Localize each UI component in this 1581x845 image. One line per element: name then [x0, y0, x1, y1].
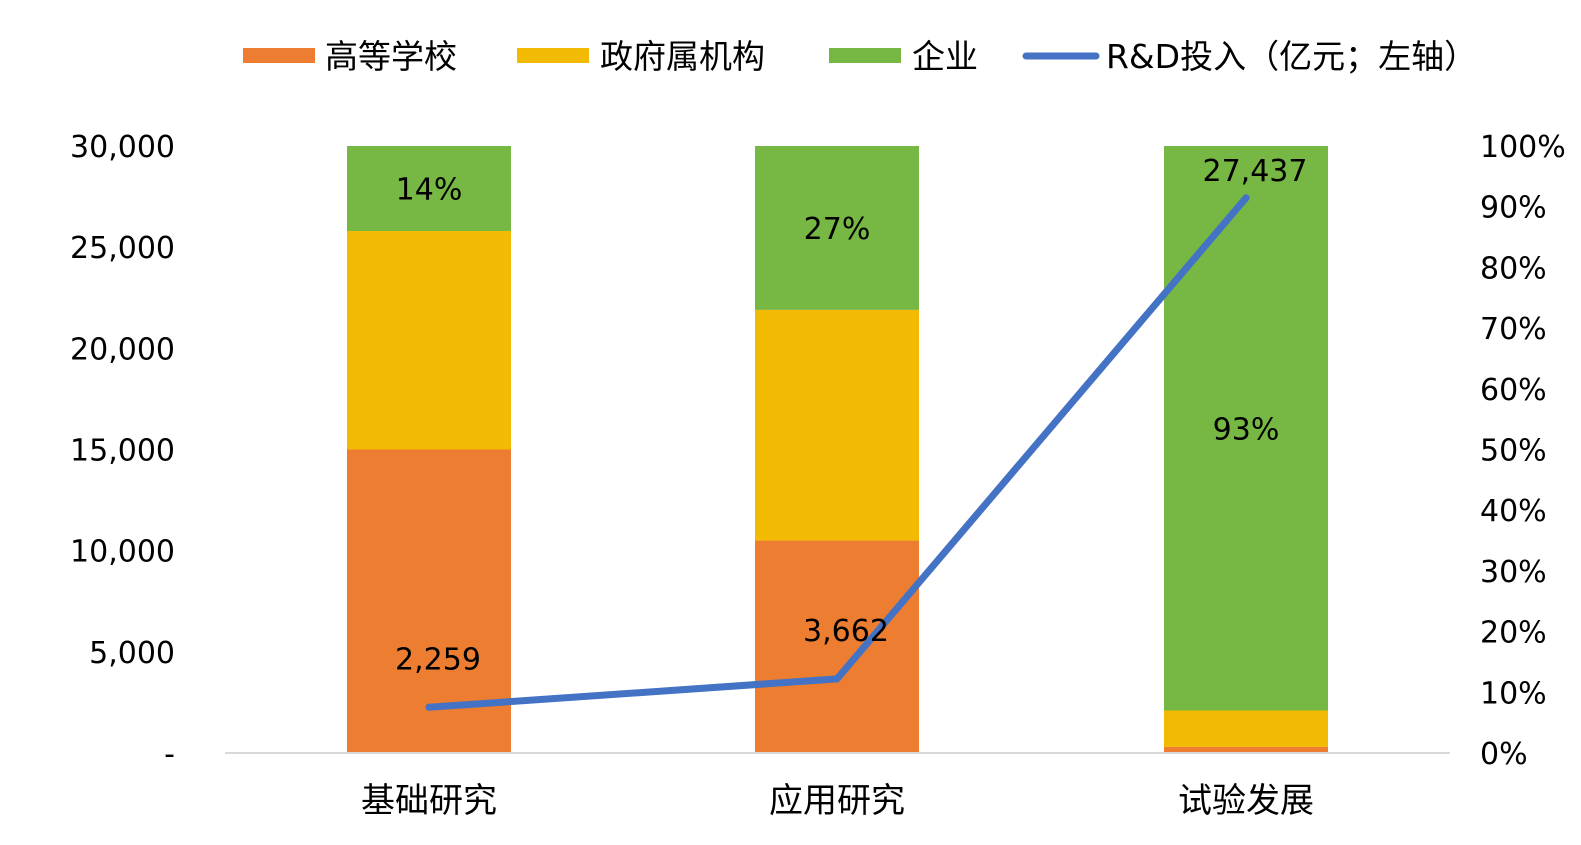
- legend-swatch-1: [243, 48, 315, 63]
- bar-segment-3-3: [1164, 146, 1328, 711]
- legend-swatch-2: [517, 48, 589, 63]
- legend-swatch-3: [829, 48, 901, 63]
- legend-label: 高等学校: [325, 37, 457, 76]
- x-axis-category-label: 应用研究: [769, 781, 905, 821]
- right-axis-tick-label: 80%: [1480, 251, 1547, 286]
- left-axis-tick-label: 10,000: [70, 535, 175, 570]
- right-axis-tick-label: 70%: [1480, 312, 1547, 347]
- right-axis-tick-label: 60%: [1480, 373, 1547, 408]
- rd-investment-point-1: [425, 703, 433, 711]
- right-axis-tick-label: 10%: [1480, 676, 1547, 711]
- bar-segment-2-1: [347, 230, 511, 450]
- rd-investment-point-3: [1242, 194, 1250, 202]
- left-axis-tick-label: 5,000: [89, 636, 175, 671]
- right-axis-tick-label: 50%: [1480, 434, 1547, 469]
- right-axis-tick-label: 30%: [1480, 555, 1547, 590]
- left-axis-tick-label: 30,000: [70, 130, 175, 165]
- bar-data-label: 27%: [804, 212, 871, 247]
- line-data-label: 27,437: [1203, 154, 1308, 189]
- left-axis-tick-label: 15,000: [70, 434, 175, 469]
- right-axis-tick-label: 100%: [1480, 130, 1566, 165]
- right-axis-tick-label: 40%: [1480, 494, 1547, 529]
- bar-segment-2-2: [755, 309, 919, 541]
- x-axis-category-label: 基础研究: [361, 781, 497, 821]
- legend-label: R&D投入（亿元；左轴）: [1106, 37, 1477, 76]
- bar-data-label: 14%: [396, 172, 463, 207]
- line-data-label: 3,662: [803, 614, 889, 649]
- bar-segment-1-2: [755, 540, 919, 753]
- right-axis-tick-label: 20%: [1480, 616, 1547, 651]
- left-axis-tick-label: -: [164, 737, 175, 772]
- bar-segment-3-2: [755, 146, 919, 310]
- x-axis-category-label: 试验发展: [1178, 781, 1314, 821]
- bar-segment-2-3: [1164, 710, 1328, 747]
- bar-segment-1-3: [1164, 746, 1328, 753]
- left-axis-tick-label: 20,000: [70, 332, 175, 367]
- right-axis-tick-label: 0%: [1480, 737, 1528, 772]
- left-axis-tick-label: 25,000: [70, 231, 175, 266]
- line-data-label: 2,259: [395, 642, 481, 677]
- right-axis-tick-label: 90%: [1480, 191, 1547, 226]
- legend-label: 政府属机构: [600, 37, 765, 76]
- legend-label: 企业: [912, 37, 978, 76]
- bar-data-label: 93%: [1213, 412, 1280, 447]
- bar-segment-3-1: [347, 146, 511, 231]
- rd-investment-point-2: [833, 675, 841, 683]
